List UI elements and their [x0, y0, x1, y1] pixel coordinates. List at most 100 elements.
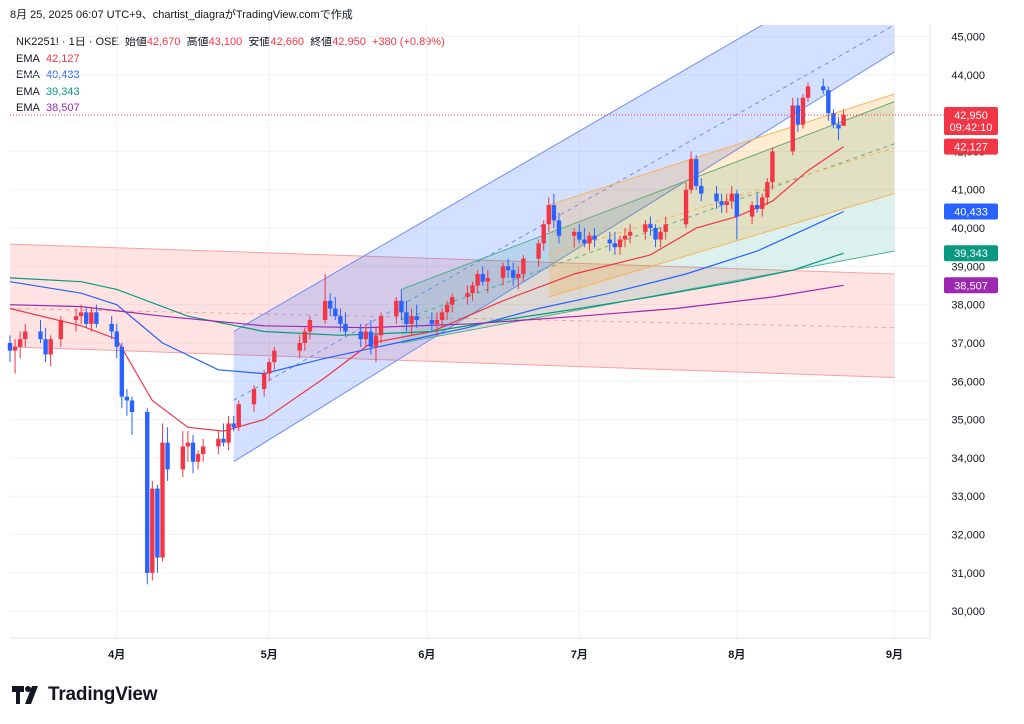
legend-ema-row: EMA 42,127 — [16, 51, 445, 68]
candle-body — [89, 312, 94, 324]
candle-body — [653, 228, 658, 240]
candle-body — [470, 285, 475, 294]
legend-low-value: 42,660 — [270, 36, 305, 48]
price-tag — [944, 245, 998, 262]
candle-body — [511, 270, 516, 278]
candle-body — [109, 323, 114, 332]
candle-body — [358, 331, 363, 340]
candle-body — [831, 113, 836, 125]
y-tick-label: 39,000 — [951, 261, 985, 273]
candle-body — [150, 488, 155, 573]
candle-body — [465, 293, 470, 298]
candle-body — [119, 346, 125, 397]
candle-body — [592, 235, 597, 240]
legend-ema-value: 38,507 — [45, 102, 80, 114]
candle-body — [795, 105, 801, 125]
channel-band — [233, 25, 895, 462]
candle-body — [267, 362, 272, 374]
candle-body — [231, 423, 236, 428]
ema-line — [9, 284, 844, 329]
candle-body — [43, 339, 48, 355]
candle-body — [195, 454, 201, 462]
candle-body — [73, 316, 79, 321]
y-tick-label: 44,000 — [951, 70, 985, 82]
candle-body — [7, 342, 13, 351]
legend-ema-row: EMA 38,507 — [16, 100, 445, 117]
legend-ema-value: 42,127 — [45, 52, 80, 65]
x-tick-label: 9月 — [886, 648, 903, 661]
candle-body — [805, 86, 811, 98]
channel-mid-line — [233, 25, 895, 401]
y-tick-label: 30,000 — [951, 606, 985, 618]
y-tick-label: 40,000 — [951, 223, 985, 235]
candle-body — [770, 151, 775, 183]
price-tag — [944, 277, 998, 294]
candle-body — [414, 316, 419, 321]
candle-body — [627, 231, 633, 236]
candle-body — [145, 411, 150, 573]
candle-body — [765, 182, 770, 198]
candle-body — [394, 300, 399, 317]
x-tick-label: 8月 — [728, 648, 745, 661]
candle-body — [48, 339, 53, 355]
candle-body — [251, 388, 257, 405]
legend-ema-label: EMA — [16, 102, 40, 114]
candle-body — [622, 235, 628, 240]
candle-body — [826, 90, 831, 114]
candle-body — [714, 193, 719, 202]
y-tick-label: 33,000 — [951, 491, 985, 503]
candle-body — [821, 86, 826, 91]
candle-body — [607, 239, 612, 244]
candle-body — [58, 320, 64, 340]
channel-mid-line — [10, 308, 895, 329]
candle-body — [648, 224, 653, 229]
candle-body — [185, 442, 191, 447]
candle-body — [643, 224, 648, 232]
candle-body — [343, 323, 348, 332]
channel-upper-line — [401, 101, 895, 290]
regression-channels — [10, 25, 895, 463]
candle-body — [322, 300, 328, 321]
legend-ema-label: EMA — [16, 85, 40, 98]
candle-body — [734, 193, 740, 217]
x-tick-label: 7月 — [571, 648, 588, 661]
candle-body — [328, 300, 333, 309]
candle-body — [155, 488, 160, 558]
candle-body — [719, 201, 724, 206]
candle-body — [307, 320, 313, 332]
y-tick-label: 35,000 — [951, 415, 985, 427]
candle-body — [485, 277, 490, 282]
candle-body — [12, 346, 18, 351]
candle-body — [38, 331, 43, 340]
legend-low-label: 安値 — [248, 36, 271, 48]
candle-body — [688, 159, 694, 190]
candle-body — [556, 220, 562, 236]
candle-body — [216, 438, 221, 447]
candle-body — [582, 239, 587, 244]
candle-body — [302, 331, 308, 343]
candle-body — [841, 115, 846, 126]
price-tag — [944, 107, 998, 136]
candle-body — [399, 300, 404, 313]
ema-line — [9, 210, 844, 375]
candle-body — [363, 331, 369, 340]
candle-body — [226, 423, 231, 443]
candle-body — [200, 446, 206, 455]
candle-body — [800, 97, 806, 125]
candle-body — [612, 243, 618, 248]
candle-body — [368, 331, 374, 347]
candle-body — [749, 205, 755, 217]
y-tick-label: 38,000 — [951, 300, 985, 312]
y-tick-label: 31,000 — [951, 568, 985, 580]
tradingview-logo[interactable]: TradingView — [12, 684, 158, 706]
channel-lower-line — [548, 193, 895, 298]
price-tag-label: 42,950 — [954, 110, 988, 122]
legend-symbol: NK2251! · 1日 · OSE — [16, 36, 119, 48]
tradingview-logo-text: TradingView — [48, 684, 158, 705]
candle-body — [790, 105, 795, 152]
price-tag — [944, 203, 998, 220]
price-tag-label: 40,433 — [954, 206, 988, 218]
candle-body — [272, 350, 277, 363]
candle-body — [724, 201, 729, 206]
